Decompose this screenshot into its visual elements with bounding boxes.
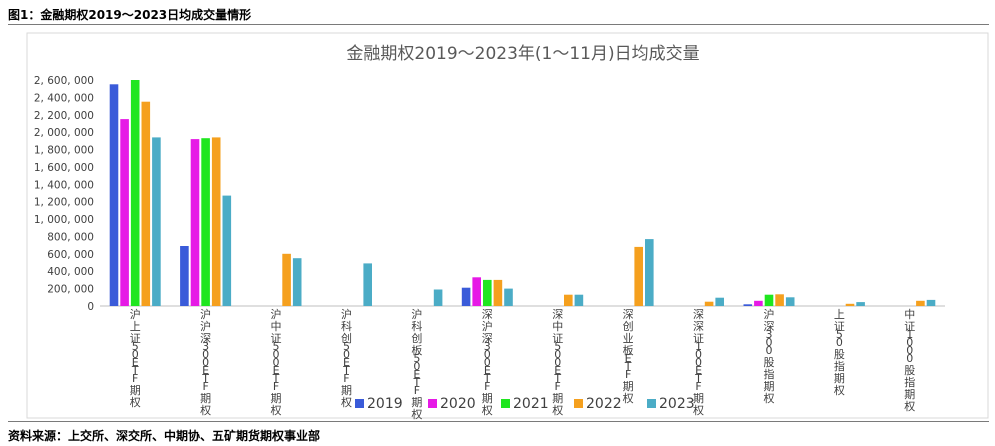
legend-label-2020: 2020 <box>440 396 476 412</box>
bar-2020 <box>754 300 763 306</box>
bar-2022 <box>282 253 291 306</box>
y-tick-label: 2, 200, 000 <box>34 110 94 122</box>
bar-2019 <box>109 84 119 306</box>
bar-2021 <box>483 279 492 306</box>
x-category-label: 深深证 1 0 0 E T F 期权 <box>693 308 704 417</box>
chart: 金融期权2019～2023年(1～11月)日均成交量 0 200, 000 400,… <box>26 32 989 420</box>
y-tick-label: 2, 000, 000 <box>34 127 94 139</box>
bottom-divider <box>8 421 989 422</box>
bar-2023 <box>715 297 724 306</box>
bar-2022 <box>564 294 573 306</box>
bar-2023 <box>856 302 865 306</box>
bar-2023 <box>574 294 584 306</box>
legend-label-2022: 2022 <box>586 396 622 412</box>
source-note: 资料来源：上交所、深交所、中期协、五矿期货期权事业部 <box>8 429 321 443</box>
x-category-label: 沪沪深 3 0 0 E T F 期权 <box>200 307 211 417</box>
bar-2021 <box>764 294 774 306</box>
y-tick-label: 1, 600, 000 <box>34 162 94 174</box>
bar-2020 <box>120 119 129 306</box>
y-tick-label: 800, 000 <box>47 231 94 243</box>
y-tick-label: 200, 000 <box>47 284 94 296</box>
y-axis: 0 200, 000 400, 000 600, 000 800, 000 1, 000,… <box>34 75 94 313</box>
x-category-label: 沪深 3 0 0 股指期权 <box>763 307 774 405</box>
top-divider <box>8 24 989 25</box>
bar-2023 <box>222 195 232 306</box>
x-category-label: 深沪深 3 0 0 E T F 期权 <box>482 308 493 417</box>
x-category-label: 上证 5 0 股指期权 <box>834 308 845 397</box>
bar-2021 <box>130 80 140 306</box>
y-tick-label: 600, 000 <box>47 249 94 261</box>
bar-2022 <box>916 300 925 306</box>
legend-label-2021: 2021 <box>513 396 549 412</box>
legend-label-2019: 2019 <box>367 396 403 412</box>
x-category-label: 深创业板 E T F 期权 <box>623 308 634 405</box>
bar-2023 <box>926 299 936 306</box>
bar-2020 <box>190 139 200 306</box>
legend-swatch-2023 <box>647 399 656 408</box>
bar-2022 <box>845 303 855 306</box>
y-tick-label: 2, 600, 000 <box>34 75 94 87</box>
x-category-label: 沪中证 5 0 0 E T F 期权 <box>271 307 282 417</box>
x-category-label: 中证 1 0 0 0 股指期权 <box>904 308 915 413</box>
bar-2020 <box>472 277 481 306</box>
y-tick-label: 1, 400, 000 <box>34 179 94 191</box>
y-tick-label: 400, 000 <box>47 266 94 278</box>
x-category-label: 沪上证 5 0 E T F 期权 <box>130 307 141 409</box>
y-tick-label: 1, 800, 000 <box>34 145 94 157</box>
bar-2023 <box>785 297 795 306</box>
legend-label-2023: 2023 <box>659 396 695 412</box>
bar-2023 <box>152 137 161 306</box>
legend-swatch-2022 <box>574 399 583 408</box>
bar-2019 <box>180 246 189 306</box>
bar-2023 <box>504 288 513 306</box>
bar-2022 <box>211 137 221 306</box>
legend-swatch-2021 <box>501 399 510 408</box>
x-category-label: 深中证 5 0 0 E T F 期权 <box>552 308 563 417</box>
bar-2022 <box>775 294 784 306</box>
bar-2019 <box>461 287 471 306</box>
x-category-label: 沪科创 5 0 E T F 期权 <box>341 307 352 409</box>
chart-frame <box>26 32 989 419</box>
bar-2023 <box>292 258 302 306</box>
bar-2022 <box>704 301 714 306</box>
legend-swatch-2020 <box>428 399 437 408</box>
bar-2023 <box>645 239 654 306</box>
y-tick-label: 0 <box>87 301 94 313</box>
bar-2023 <box>433 289 443 306</box>
legend-swatch-2019 <box>355 399 364 408</box>
bars <box>109 80 936 306</box>
chart-title: 金融期权2019～2023年(1～11月)日均成交量 <box>346 44 699 64</box>
bar-2022 <box>141 101 151 306</box>
y-tick-label: 2, 400, 000 <box>34 92 94 104</box>
bar-2022 <box>493 279 503 306</box>
x-category-label: 沪科创板 5 0 E T F 期权 <box>411 307 422 420</box>
bar-2021 <box>201 138 210 306</box>
legend: 2019 2020 2021 2022 2023 <box>355 396 695 412</box>
y-tick-label: 1, 200, 000 <box>34 197 94 209</box>
figure-caption: 图1：金融期权2019～2023日均成交量情形 <box>8 8 252 22</box>
bar-2023 <box>363 263 372 306</box>
bar-2019 <box>743 304 753 306</box>
bar-2022 <box>634 246 643 306</box>
x-axis-labels: 沪上证 5 0 E T F 期权 沪沪深 3 0 0 E T F 期权 沪中证 5 0 0 E T F 期权 沪科创 5 0 E T F… <box>130 307 916 420</box>
y-tick-label: 1, 000, 000 <box>34 214 94 226</box>
